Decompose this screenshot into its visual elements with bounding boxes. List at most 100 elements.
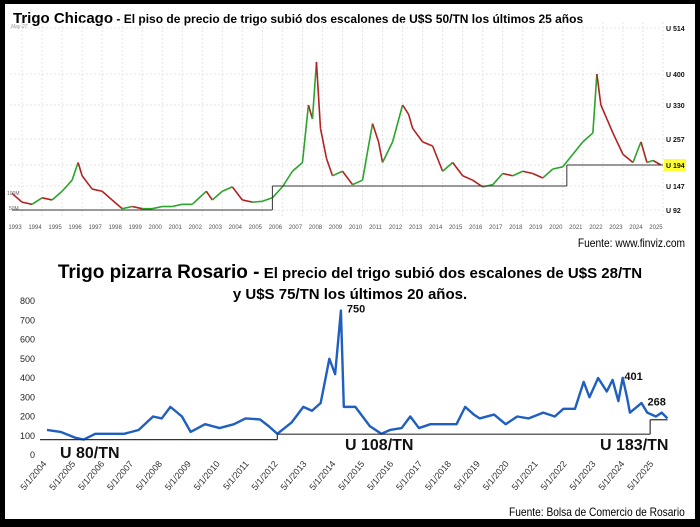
chart2-title-main: Trigo pizarra Rosario - [57, 262, 260, 283]
chart1-price-segment [532, 172, 544, 179]
chart2-y-tick: 600 [20, 335, 35, 345]
chart1-price-segment [231, 186, 243, 201]
chart1-x-tick: 2001 [169, 225, 183, 231]
chart1-x-tick: 2008 [309, 225, 323, 231]
chart1-price-segment [21, 201, 33, 206]
chart1-volume-label: 50M [9, 206, 19, 212]
chart2-y-tick: 800 [20, 296, 35, 306]
panel: Trigo Chicago - El piso de precio de tri… [5, 4, 695, 519]
chart1-price-segment [596, 73, 602, 106]
chart1-price-segment [11, 192, 23, 203]
chart1-price-segment [205, 190, 213, 201]
chart2-x-tick: 5/1/2010 [192, 459, 222, 492]
chart2-y-tick: 500 [20, 354, 35, 364]
chart1-price-segment [562, 153, 574, 168]
chart1-x-tick: 1993 [8, 225, 22, 231]
chart2-x-tick: 5/1/2014 [307, 459, 337, 492]
chart1-x-tick: 1998 [108, 225, 122, 231]
chart2-source: Fuente: Bolsa de Comercio de Rosario [509, 505, 685, 519]
chart1-price-segment [422, 141, 433, 147]
chart1-price-segment [361, 145, 370, 181]
chart2-y-tick: 200 [20, 412, 35, 422]
chart1-price-segment [311, 61, 318, 120]
chart1-y-tick: U 514 [666, 26, 685, 33]
chart1-price-segment [492, 172, 504, 186]
chart2-y-tick: 0 [30, 450, 35, 460]
chart1-price-segment [152, 205, 163, 210]
chart2-x-tick: 5/1/2009 [163, 459, 193, 492]
chart1-price-segment [442, 161, 454, 172]
chart2-peak-label: 750 [347, 304, 365, 316]
chart1-price-segment [51, 190, 63, 201]
chart1-y-tick: U 330 [666, 103, 685, 110]
chart1-x-tick: 2003 [209, 225, 223, 231]
chart2-x-tick: 5/1/2011 [221, 459, 251, 492]
chart1-price-segment [281, 170, 294, 188]
chart1-x-tick: 2000 [149, 225, 163, 231]
chart1-x-tick: 2005 [249, 225, 263, 231]
chart1-x-tick: 2022 [589, 225, 603, 231]
chart1-y-tick: U 400 [666, 72, 685, 79]
chart1-price-segment [640, 141, 648, 163]
chart1-x-tick: 2012 [389, 225, 403, 231]
chart2-y-tick: 100 [20, 431, 35, 441]
chart1-x-tick: 2017 [489, 225, 503, 231]
chart1-title-main: Trigo Chicago [13, 10, 114, 27]
chart1-x-tick: 2024 [629, 225, 643, 231]
chart1-x-tick: 2007 [289, 225, 303, 231]
chart1-price-segment [462, 174, 474, 181]
chart2-title-line1: El precio del trigo subió dos escalones … [263, 265, 643, 282]
chart1-price-segment [452, 162, 464, 177]
chart1-x-tick: 2021 [569, 225, 583, 231]
chart1-y-tick: U 92 [666, 208, 681, 215]
chart2-x-tick: 5/1/2008 [134, 459, 164, 492]
chart1-price-segment [332, 170, 343, 177]
chart1-price-segment [81, 175, 93, 190]
chart1-price-segment [221, 186, 233, 192]
chart1-x-tick: 2010 [349, 225, 363, 231]
chart1-x-tick: 1996 [68, 225, 82, 231]
chart1-price-segment [542, 168, 554, 179]
chart1-price-segment [341, 170, 354, 186]
chart1-price-segment [582, 132, 594, 143]
chart1-x-tick: 2018 [509, 225, 523, 231]
chart1-price-segment [391, 104, 404, 143]
chart2-x-tick: 5/1/2017 [394, 459, 424, 492]
chart1-price-segment [401, 104, 410, 115]
chart2-floor-label: U 183/TN [600, 437, 668, 454]
chart2-x-tick: 5/1/2016 [365, 459, 395, 492]
chart1-price-segment [31, 197, 43, 205]
chart1-price-segment [512, 170, 524, 177]
chart1-price-segment [600, 104, 608, 120]
chart2-floor-label: U 80/TN [60, 445, 120, 462]
chart1-x-tick: 2019 [529, 225, 543, 231]
chart1-price-segment [307, 104, 314, 120]
chart1-x-tick: 2013 [409, 225, 423, 231]
chart1-price-segment [632, 141, 642, 163]
chart1-x-tick: 2016 [469, 225, 483, 231]
chart2-title-line2: y U$S 75/TN los últimos 20 años. [232, 286, 468, 303]
chart1-x-tick: 2020 [549, 225, 563, 231]
chart1-price-segment [377, 141, 384, 163]
chart1-price-segment [592, 73, 598, 133]
chart2-x-tick: 5/1/2021 [510, 459, 540, 492]
chart2-peak-label: 401 [624, 371, 642, 383]
chart1-price-segment [211, 190, 223, 201]
chart1-source: Fuente: www.finviz.com [577, 236, 685, 250]
chart1-price-segment [572, 141, 584, 155]
chart2-x-tick: 5/1/2020 [481, 459, 511, 492]
chart1-price-segment [91, 188, 103, 193]
chart1-price-segment [101, 190, 113, 201]
chart1-price-segment [271, 186, 283, 199]
chart1-corner-label: May 27 [11, 24, 28, 30]
chart2-x-tick: 5/1/2022 [539, 459, 569, 492]
chart1-price-segment [646, 159, 654, 164]
chart2-x-tick: 5/1/2025 [625, 459, 655, 492]
charts-canvas: May 27100M50M199319941995199619971998199… [7, 22, 686, 492]
chart1-price-segment [622, 153, 634, 164]
chart1-price-segment [612, 132, 624, 155]
chart2-x-tick: 5/1/2004 [18, 459, 48, 492]
chart2-price-line [46, 309, 669, 441]
chart1-price-segment [319, 128, 328, 159]
